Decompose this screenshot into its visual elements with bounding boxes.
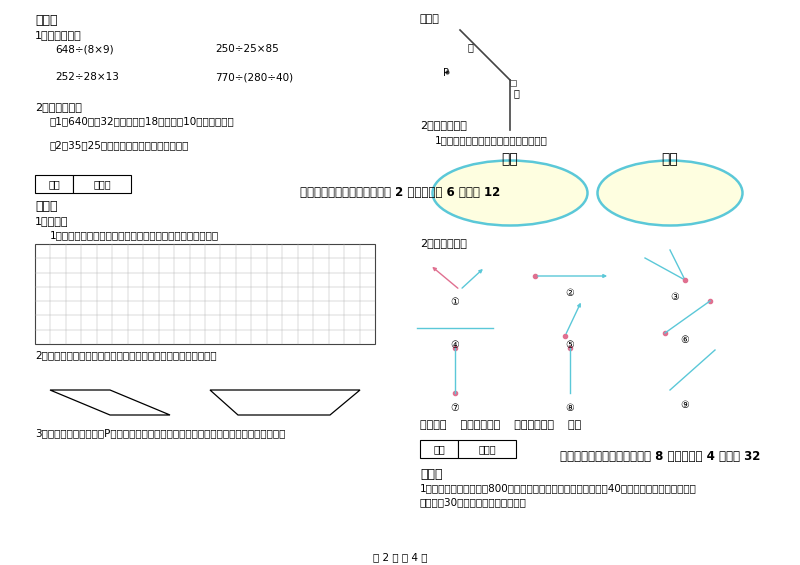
Text: 分）。: 分）。 <box>420 468 442 481</box>
Text: ③: ③ <box>670 292 679 302</box>
Text: 锐角: 锐角 <box>502 152 518 166</box>
Text: ⑦: ⑦ <box>450 403 459 413</box>
Text: 小: 小 <box>468 42 474 52</box>
Text: 1．算式计算。: 1．算式计算。 <box>35 30 82 40</box>
Text: 1、作图。: 1、作图。 <box>35 216 69 226</box>
Text: 1、把下面的各角度数填入相应的圈里。: 1、把下面的各角度数填入相应的圈里。 <box>435 135 548 145</box>
Text: 每小时行30千米，两车几小时相遇？: 每小时行30千米，两车几小时相遇？ <box>420 497 527 507</box>
Text: 评卷人: 评卷人 <box>478 444 496 454</box>
Text: 250÷25×85: 250÷25×85 <box>215 44 278 54</box>
Text: 评卷人: 评卷人 <box>93 179 111 189</box>
Text: ④: ④ <box>450 340 459 350</box>
Text: 第 2 页 共 4 页: 第 2 页 共 4 页 <box>373 552 427 562</box>
Bar <box>35 175 73 193</box>
Text: ⑥: ⑥ <box>681 335 690 345</box>
Text: 2．综合训练。: 2．综合训练。 <box>420 120 467 130</box>
Text: 得分: 得分 <box>48 179 60 189</box>
Text: 252÷28×13: 252÷28×13 <box>55 72 119 82</box>
Text: ②: ② <box>566 288 574 298</box>
Bar <box>73 175 131 193</box>
Text: 得分: 得分 <box>433 444 445 454</box>
Text: ⑨: ⑨ <box>681 400 690 410</box>
Text: （1）640除以32的商，加上18，再乘以10，积是多少？: （1）640除以32的商，加上18，再乘以10，积是多少？ <box>50 116 234 126</box>
Text: 2．列式计算。: 2．列式计算。 <box>35 102 82 112</box>
Text: 河: 河 <box>514 88 520 98</box>
Text: ⑧: ⑧ <box>566 403 574 413</box>
Text: 直线有（    ），射线有（    ），线段有（    ）。: 直线有（ ），射线有（ ），线段有（ ）。 <box>420 420 582 430</box>
Text: 五、认真思考，综合能力（共 2 小题，每题 6 分，共 12: 五、认真思考，综合能力（共 2 小题，每题 6 分，共 12 <box>300 186 500 199</box>
Text: ⑤: ⑤ <box>566 340 574 350</box>
Text: 3、河岸上有一个喷水口P，从小河中接一根水管到喷水口，怎样接最省材料？（在图中画: 3、河岸上有一个喷水口P，从小河中接一根水管到喷水口，怎样接最省材料？（在图中画 <box>35 428 286 438</box>
Ellipse shape <box>598 160 742 225</box>
Bar <box>35 244 375 344</box>
Text: 770÷(280÷40): 770÷(280÷40) <box>215 72 293 82</box>
Text: 分）。: 分）。 <box>35 14 58 27</box>
Text: ①: ① <box>450 297 459 307</box>
Ellipse shape <box>433 160 587 225</box>
Text: 分）。: 分）。 <box>35 200 58 213</box>
Text: 出来）: 出来） <box>420 14 440 24</box>
Bar <box>458 440 516 458</box>
Text: （2）35与25的和再乘它们的差，积是多少？: （2）35与25的和再乘它们的差，积是多少？ <box>50 140 190 150</box>
Text: 1、在下面的方格纸中分别画一个等腰梯形和一个直角梯形。: 1、在下面的方格纸中分别画一个等腰梯形和一个直角梯形。 <box>50 230 219 240</box>
Bar <box>420 440 458 458</box>
Text: 1、小汽车和卡车从相距800千米的两地同时相向而行，在离中点40千米的地方相遇。已知卡车: 1、小汽车和卡车从相距800千米的两地同时相向而行，在离中点40千米的地方相遇。… <box>420 483 697 493</box>
Text: 六、应用知识，解决问题（共 8 小题。每题 4 分，共 32: 六、应用知识，解决问题（共 8 小题。每题 4 分，共 32 <box>560 450 760 463</box>
Bar <box>510 80 516 86</box>
Text: 2、在下图中，各画一条线段，把它分成一个三角形和一个梯形。: 2、在下图中，各画一条线段，把它分成一个三角形和一个梯形。 <box>35 350 217 360</box>
Text: 2、看图填空。: 2、看图填空。 <box>420 238 467 248</box>
Text: 钝角: 钝角 <box>662 152 678 166</box>
Text: P: P <box>443 68 449 78</box>
Text: 648÷(8×9): 648÷(8×9) <box>55 44 114 54</box>
